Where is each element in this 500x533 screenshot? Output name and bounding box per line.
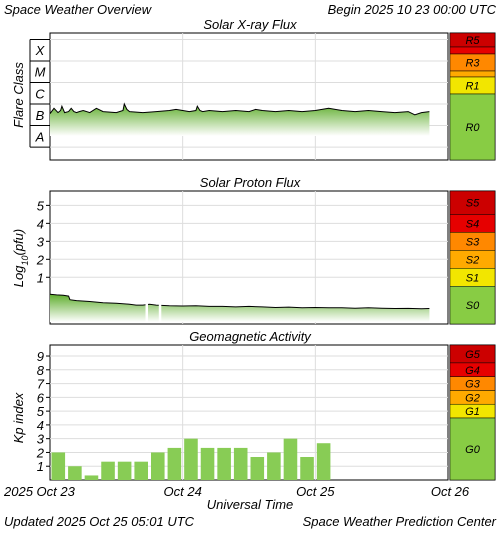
- xray-scale-band-3: [449, 70, 496, 78]
- geomag-scale-label-4: G1: [465, 406, 480, 418]
- proton-scale-label-3: S2: [466, 254, 479, 266]
- geomag-scale-label-3: G2: [465, 392, 480, 404]
- proton-flux-line: [49, 293, 430, 310]
- kp-bar-9: [200, 447, 215, 480]
- proton-scale-label-1: S4: [466, 218, 479, 230]
- geomag-ytick-label-5: 6: [37, 390, 45, 405]
- proton-scale-band-5: [449, 286, 496, 325]
- xray-scale-band-1: [449, 46, 496, 55]
- proton-ylabel-sub: 10: [20, 256, 30, 266]
- geomag-ytick-label-8: 9: [37, 349, 44, 364]
- geomag-panel-title: Geomagnetic Activity: [189, 329, 312, 344]
- proton-ytick-label-0: 1: [37, 270, 44, 285]
- proton-ylabel: Log10(pfu): [11, 229, 30, 287]
- kp-bar-5: [134, 461, 148, 480]
- proton-scale-label-0: S5: [466, 198, 480, 210]
- proton-ytick-label-2: 3: [37, 234, 45, 249]
- x-axis: 2025 Oct 23 Oct 24 Oct 25 Oct 26: [3, 484, 470, 499]
- proton-ytick-label-1: 2: [36, 252, 45, 267]
- kp-bar-12: [250, 456, 265, 480]
- header-begin: Begin 2025 10 23 00:00 UTC: [328, 2, 497, 17]
- proton-panel: 1 2 3 4 5 S5 S4 S3 S2 S1 S0: [36, 190, 496, 325]
- kp-bar-4: [117, 461, 132, 480]
- geomag-ylabel: Kp index: [11, 392, 26, 443]
- xray-scale-label-5: R0: [465, 122, 480, 134]
- geomag-scale-label-2: G3: [465, 379, 481, 391]
- xray-scale-label-0: R5: [465, 35, 480, 47]
- proton-panel-title: Solar Proton Flux: [200, 175, 301, 190]
- kp-bar-0: [51, 452, 66, 480]
- xray-flux-line: [49, 102, 430, 116]
- xray-ylabel: Flare Class: [11, 62, 26, 128]
- proton-plot-frame: [49, 190, 449, 325]
- proton-flux-area: [50, 294, 430, 322]
- proton-scale-label-2: S3: [466, 236, 480, 248]
- xray-class-label-C: C: [35, 86, 45, 101]
- geomag-scale-label-0: G5: [465, 349, 481, 361]
- x-tick-label-2: Oct 25: [296, 484, 335, 499]
- proton-scale-label-5: S0: [466, 300, 480, 312]
- geomag-ytick-label-4: 5: [37, 404, 45, 419]
- kp-bar-3: [101, 461, 115, 480]
- xray-plot-frame: [49, 32, 449, 161]
- geomag-ytick-label-7: 8: [37, 363, 45, 378]
- x-tick-label-3: Oct 26: [431, 484, 470, 499]
- geomag-scale-label-5: G0: [465, 444, 481, 456]
- xray-scale-label-4: R1: [465, 81, 479, 93]
- xray-panel-title: Solar X-ray Flux: [203, 17, 297, 32]
- header-title: Space Weather Overview: [4, 2, 153, 17]
- xray-scale-label-2: R3: [465, 58, 480, 70]
- kp-bar-8: [184, 438, 198, 480]
- proton-data-gap-1: [158, 281, 162, 323]
- xray-class-label-M: M: [35, 65, 46, 80]
- proton-ylabel-log: Log: [11, 265, 26, 287]
- x-tick-label-0: 2025 Oct 23: [3, 484, 76, 499]
- proton-scale-label-4: S1: [466, 272, 479, 284]
- kp-bar-14: [283, 438, 298, 480]
- kp-bar-11: [233, 447, 248, 480]
- kp-bar-6: [151, 452, 165, 480]
- xray-scale-band-5: [449, 93, 496, 161]
- footer-source: Space Weather Prediction Center: [303, 514, 497, 529]
- kp-bar-15: [300, 456, 314, 480]
- geomag-ytick-label-2: 3: [37, 432, 45, 447]
- geomag-ytick-label-3: 4: [37, 418, 44, 433]
- geomag-scale-label-1: G4: [465, 365, 480, 377]
- geomag-ytick-label-0: 1: [37, 459, 44, 474]
- x-tick-label-1: Oct 24: [164, 484, 202, 499]
- kp-bar-1: [68, 466, 82, 480]
- xray-flux-area: [50, 104, 430, 136]
- geomag-scale-band-5: [449, 417, 496, 481]
- footer-updated: Updated 2025 Oct 25 05:01 UTC: [4, 514, 195, 529]
- xray-class-label-A: A: [35, 129, 45, 144]
- proton-ytick-label-3: 4: [37, 216, 44, 231]
- geomag-ytick-label-6: 7: [37, 377, 45, 392]
- kp-bar-13: [267, 452, 281, 480]
- kp-bar-2: [84, 475, 99, 480]
- xray-class-label-B: B: [36, 108, 45, 123]
- x-axis-label: Universal Time: [207, 497, 294, 512]
- kp-bar-10: [217, 447, 231, 480]
- geomag-ytick-label-1: 2: [36, 445, 45, 460]
- kp-bar-7: [167, 447, 182, 480]
- kp-bar-16: [316, 443, 331, 480]
- proton-data-gap-0: [145, 281, 149, 323]
- xray-class-label-X: X: [35, 43, 46, 58]
- geomag-plot-frame: [49, 344, 449, 481]
- proton-ytick-label-4: 5: [37, 198, 45, 213]
- proton-ylabel-unit: (pfu): [11, 229, 26, 256]
